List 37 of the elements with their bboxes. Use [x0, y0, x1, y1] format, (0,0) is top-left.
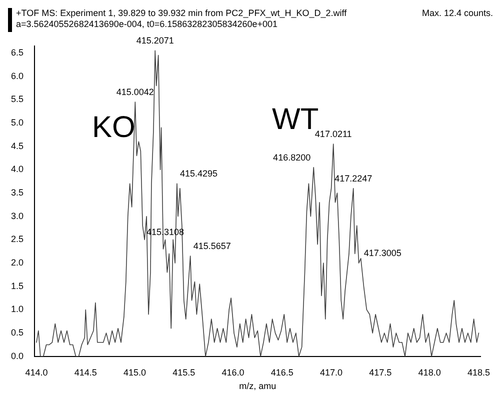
annotation: 416.8200	[273, 152, 311, 162]
x-tick-label: 417.5	[369, 367, 392, 378]
annotation: 417.0211	[314, 129, 352, 140]
annotation: 415.0042	[116, 86, 154, 97]
x-tick-label: 414.5	[74, 367, 97, 378]
y-tick-label: 5.5	[10, 94, 24, 104]
annotation: KO	[92, 111, 136, 144]
x-tick-label: 416.0	[222, 367, 244, 378]
x-tick-label: 416.5	[270, 367, 294, 378]
x-tick-label: 415.5	[172, 367, 196, 378]
annotation: 415.4295	[180, 168, 218, 179]
chart-subtitle: +TOF MS: Experiment 1, 39.829 to 39.932 min from PC2_PFX_wt_H_KO_D_2.wiff	[16, 8, 347, 18]
y-tick-label: 5.0	[10, 118, 24, 128]
y-tick-label: 0.5	[10, 328, 24, 338]
annotation: 415.2071	[136, 36, 174, 46]
text: a=3.56240552682413690e-004, t0=6.15863282305834260e+001	[16, 19, 279, 30]
text: Max. 12.4 counts.	[422, 8, 493, 19]
y-tick-label: 1.0	[10, 304, 24, 314]
x-axis-title: m/z, amu	[239, 381, 276, 392]
x-tick-label: 418.5	[467, 367, 490, 378]
x-tick-label: 414.0	[25, 367, 48, 378]
y-tick-label: 0.0	[10, 350, 24, 361]
x-tick-label: 415.0	[123, 367, 146, 378]
y-tick-label: 4.5	[10, 140, 24, 151]
x-tick-label: 418.0	[418, 367, 441, 378]
y-tick-label: 3.5	[10, 188, 24, 198]
y-tick-label: 1.5	[10, 280, 24, 291]
annotation: 415.5657	[193, 241, 231, 252]
annotation: 417.2247	[334, 173, 372, 184]
y-tick-label: 2.5	[10, 234, 24, 244]
y-tick-label: 2.0	[10, 258, 24, 268]
y-tick-label: 6.5	[10, 47, 24, 58]
x-tick-label: 417.0	[320, 367, 343, 378]
annotation: 417.3005	[364, 248, 402, 258]
y-tick-label: 4.0	[10, 164, 24, 174]
y-tick-label: 3.0	[10, 210, 24, 221]
y-tick-label: 6.0	[10, 70, 24, 81]
